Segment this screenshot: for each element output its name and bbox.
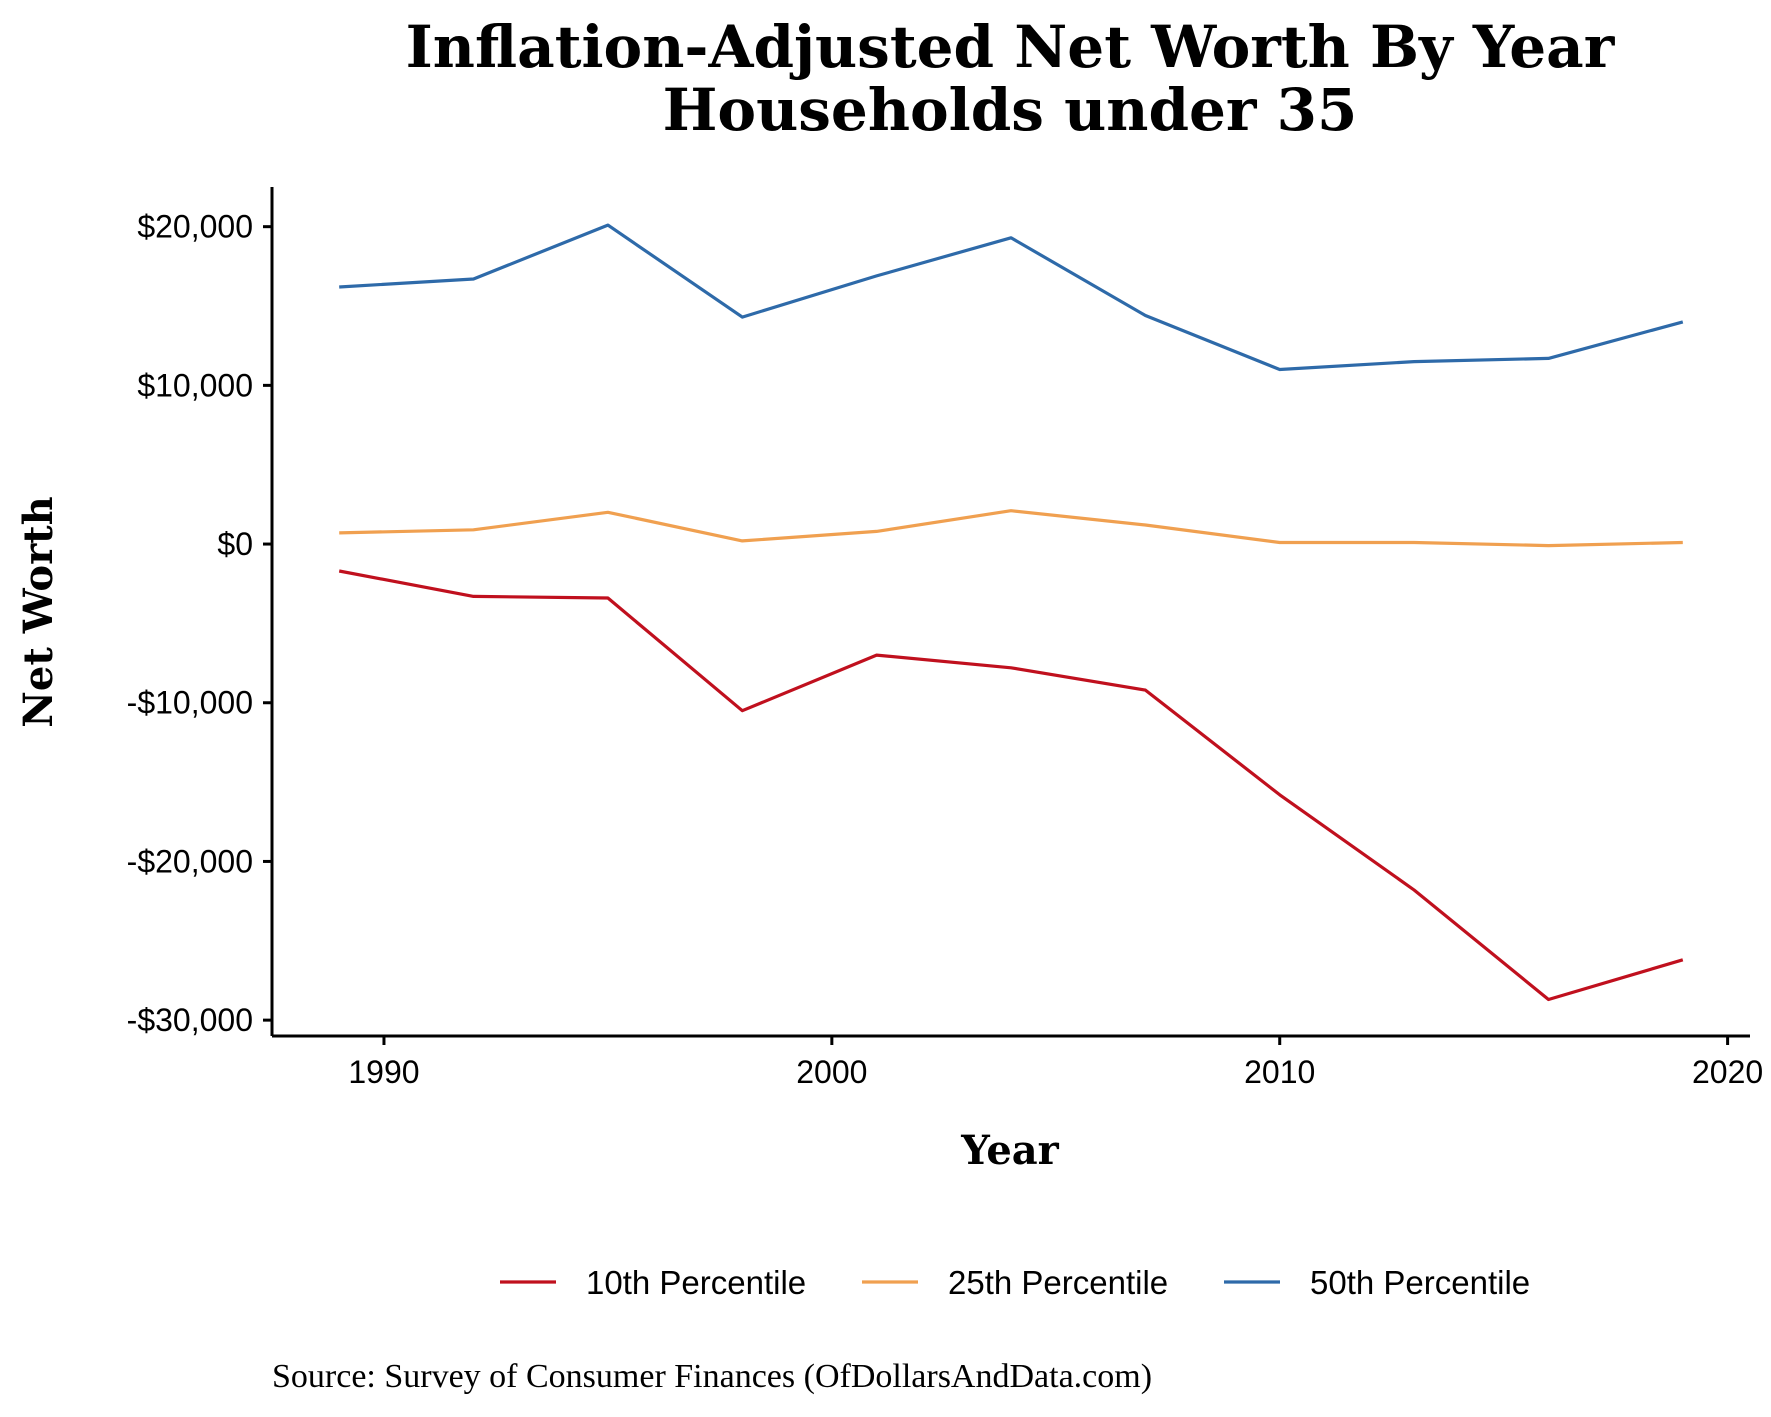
- y-tick-label: -$30,000: [127, 1002, 253, 1038]
- legend: 10th Percentile 25th Percentile 50th Perce…: [500, 1264, 1530, 1301]
- series-line-1: [338, 569, 1684, 1002]
- source-caption: Source: Survey of Consumer Finances (OfD…: [272, 1358, 1152, 1395]
- y-tick-label: $0: [217, 526, 253, 562]
- x-axis-title: Year: [960, 1127, 1059, 1174]
- series-line-3: [339, 223, 1684, 372]
- x-tick-label: 2000: [796, 1054, 867, 1090]
- plot-area: [338, 223, 1684, 1002]
- y-axis-title: Net Worth: [15, 496, 62, 727]
- y-tick-label: $10,000: [137, 367, 253, 403]
- chart-title-line1: Inflation-Adjusted Net Worth By Year: [406, 13, 1616, 81]
- x-tick-label: 2020: [1692, 1054, 1763, 1090]
- y-tick-label: $20,000: [137, 209, 253, 245]
- chart-title-line2: Households under 35: [663, 76, 1358, 144]
- y-tick-label: -$20,000: [127, 843, 253, 879]
- x-tick-label: 2010: [1244, 1054, 1315, 1090]
- x-axis-ticks: 1990 2000 2010 2020: [348, 1036, 1763, 1090]
- legend-label-3: 50th Percentile: [1310, 1264, 1530, 1301]
- x-tick-label: 1990: [348, 1054, 419, 1090]
- y-axis-ticks: $20,000 $10,000 $0 -$10,000 -$20,000 -$30,000: [127, 209, 272, 1038]
- series-line-2: [339, 509, 1683, 548]
- legend-label-1: 10th Percentile: [586, 1264, 806, 1301]
- y-tick-label: -$10,000: [127, 685, 253, 721]
- legend-label-2: 25th Percentile: [948, 1264, 1168, 1301]
